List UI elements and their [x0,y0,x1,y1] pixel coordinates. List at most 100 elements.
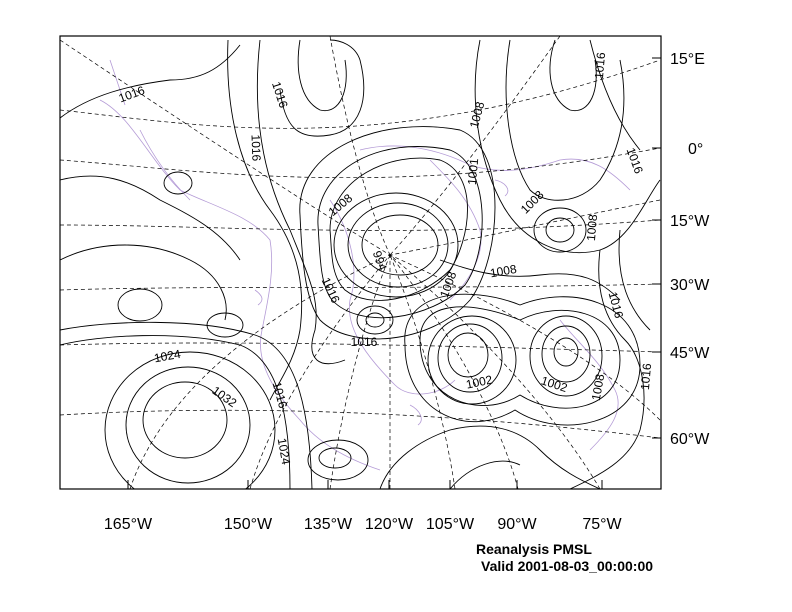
bottom-label: 105°W [426,516,475,533]
isobar-low-center-1 [361,214,439,276]
isobar-south-low [318,447,352,469]
graticule-lon-8 [389,254,661,421]
isobar-low-east-3 [427,315,517,405]
isobar-nw-small [163,171,193,195]
isobar-low-center-4 [329,157,468,301]
coastline-islands [254,179,509,426]
contour-label: 1002 [465,372,494,391]
isobar-high-5 [60,321,313,489]
coastline-arctic-islands [359,145,631,191]
graticule-lon-10 [389,36,561,256]
contour-label: 1016 [270,380,291,410]
isobar-low-far-east-2 [541,325,591,383]
isobar-high-2 [125,366,251,484]
isobar-ne-4 [549,39,597,112]
bottom-label: 135°W [304,516,353,533]
isobar-nw-4 [60,175,241,261]
contour-label: 1008 [518,188,547,217]
isobar-west-1 [60,244,227,321]
isobar-ne-2 [505,39,625,201]
contour-label: 1024 [153,347,182,365]
isobar-low-small-2 [365,312,385,328]
isobar-low-center-6 [299,126,496,340]
isobar-low-ne-2 [533,207,587,253]
isobar-mid [439,259,621,301]
bottom-label: 90°W [497,516,537,533]
bottom-axis: 165°W 150°W 135°W 120°W 105°W 90°W 75°W [104,480,623,533]
graticule-lat-6 [60,409,661,439]
graticule-lon-11 [329,36,391,256]
isobar-south-2 [449,460,521,489]
isobar-high-1 [142,381,228,459]
contour-label: 1016 [606,290,627,320]
coastlines [99,59,631,471]
right-label: 0° [688,141,703,158]
graticule-lat-2 [60,147,661,179]
graticule-lat-3 [60,219,661,231]
valid-time: Valid 2001-08-03_00:00:00 [481,558,654,574]
isobar-low-center-2 [347,202,449,288]
isobar-high-3 [104,351,276,489]
contour-label: 1016 [319,275,343,305]
coastline-alaska [109,59,191,201]
graticule-lon-1 [129,254,391,489]
isobar-south-1 [379,425,601,489]
graticule-lat-1 [60,59,661,129]
contour-label: 1008 [584,213,600,241]
isobar-high-4 [60,335,291,489]
contour-labels: 1016 1016 1016 1008 1016 1016 1008 1001 … [117,51,654,466]
isobar-low-ne [545,217,575,243]
isobar-east-2 [618,229,651,331]
graticule-lon-12 [60,39,391,256]
contour-label: 1008 [489,262,518,280]
right-label: 15°E [670,51,705,68]
contour-label: 1016 [249,134,264,161]
isobars [60,39,661,489]
contour-label: 994 [370,249,390,273]
isobar-west-small [117,288,163,322]
contour-label: 1002 [539,373,569,395]
right-label: 15°W [670,213,710,230]
contour-label: 1016 [592,51,608,79]
coastline-europe [559,319,619,451]
map-frame [59,35,662,490]
graticule-lon-2 [249,254,391,489]
bottom-label: 120°W [365,516,414,533]
graticule-lat-5 [60,342,661,353]
isobar-west-small-2 [206,312,244,338]
map-title: Reanalysis PMSL [476,541,592,557]
graticule-lon-9 [389,199,661,256]
bottom-label: 165°W [104,516,153,533]
contour-label: 1008 [589,373,607,402]
bottom-label: 75°W [582,516,622,533]
isobar-low-far-east-1 [553,337,579,367]
contour-label: 1016 [351,335,378,349]
isobar-ne-3 [589,39,641,151]
contour-label: 1024 [275,437,293,466]
isobar-low-center-3 [333,192,459,298]
isobar-east-1 [569,249,645,489]
contour-label: 1016 [269,80,291,110]
contour-label: 1016 [117,83,147,105]
right-label: 60°W [670,431,710,448]
coastline-greenland [429,159,482,301]
isobar-low-merged [419,306,621,409]
isobar-low-small [356,305,394,335]
graticule [60,36,661,489]
isobar-low-center-5 [317,146,483,319]
contour-label: 1008 [326,191,356,219]
isobar-low-merged-2 [404,293,641,426]
contour-label: 1016 [638,362,654,390]
isobar-ne-1 [474,39,661,253]
isobar-low-center-8 [227,39,303,401]
isobar-low-east-2 [437,323,503,393]
bottom-label: 150°W [224,516,273,533]
isobar-nw-3 [297,39,347,112]
right-axis: 15°E 0° 15°W 30°W 45°W 60°W [652,51,710,448]
isobar-south-low-2 [307,439,369,481]
contour-label: 1001 [465,157,481,185]
contour-label: 1008 [467,100,488,130]
isobar-nw-2 [279,39,365,137]
isobar-low-far-east-3 [529,315,603,397]
